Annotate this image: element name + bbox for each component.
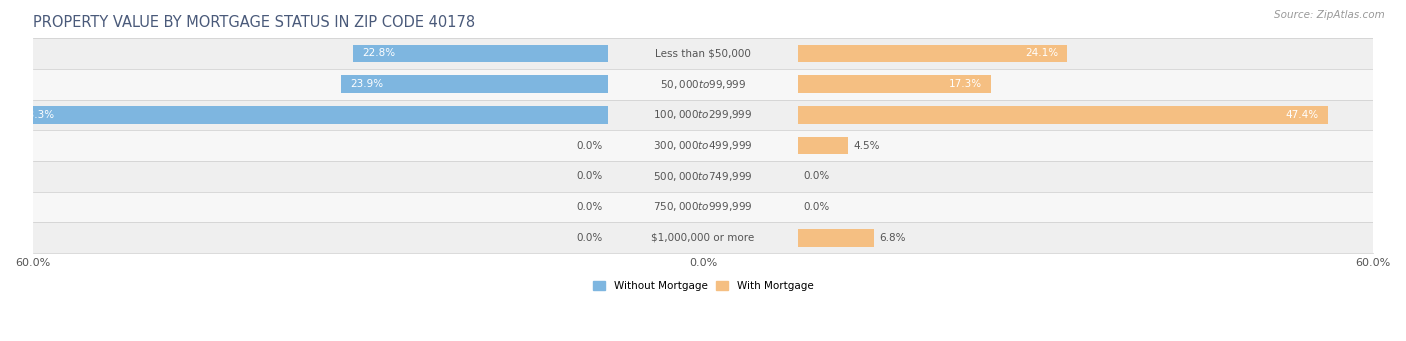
Text: $100,000 to $299,999: $100,000 to $299,999 [654, 108, 752, 121]
Text: $50,000 to $99,999: $50,000 to $99,999 [659, 78, 747, 91]
Bar [353, 45, 607, 62]
Text: 47.4%: 47.4% [1285, 110, 1319, 120]
Text: 4.5%: 4.5% [853, 140, 880, 150]
Text: PROPERTY VALUE BY MORTGAGE STATUS IN ZIP CODE 40178: PROPERTY VALUE BY MORTGAGE STATUS IN ZIP… [32, 15, 475, 30]
Text: 0.0%: 0.0% [804, 171, 830, 181]
Bar [32, 222, 1374, 253]
Text: 0.0%: 0.0% [576, 202, 602, 212]
Text: Less than $50,000: Less than $50,000 [655, 48, 751, 58]
Text: 23.9%: 23.9% [350, 79, 382, 89]
Bar [32, 161, 1374, 192]
Bar [32, 69, 1374, 100]
Bar [799, 75, 991, 93]
Bar [32, 38, 1374, 69]
Bar [799, 106, 1327, 124]
Text: $300,000 to $499,999: $300,000 to $499,999 [654, 139, 752, 152]
Text: 0.0%: 0.0% [804, 202, 830, 212]
Text: 53.3%: 53.3% [21, 110, 55, 120]
Text: 24.1%: 24.1% [1025, 48, 1059, 58]
Text: 17.3%: 17.3% [949, 79, 983, 89]
Bar [799, 229, 875, 247]
Text: $750,000 to $999,999: $750,000 to $999,999 [654, 201, 752, 213]
Legend: Without Mortgage, With Mortgage: Without Mortgage, With Mortgage [589, 277, 817, 295]
Bar [342, 75, 607, 93]
Text: 22.8%: 22.8% [363, 48, 395, 58]
Text: Source: ZipAtlas.com: Source: ZipAtlas.com [1274, 10, 1385, 20]
Bar [32, 130, 1374, 161]
Bar [799, 137, 848, 154]
Bar [799, 45, 1067, 62]
Bar [13, 106, 607, 124]
Bar [32, 100, 1374, 130]
Bar [32, 192, 1374, 222]
Text: 0.0%: 0.0% [576, 171, 602, 181]
Text: $1,000,000 or more: $1,000,000 or more [651, 233, 755, 243]
Text: 0.0%: 0.0% [576, 140, 602, 150]
Text: 0.0%: 0.0% [576, 233, 602, 243]
Text: 6.8%: 6.8% [880, 233, 905, 243]
Text: $500,000 to $749,999: $500,000 to $749,999 [654, 170, 752, 183]
